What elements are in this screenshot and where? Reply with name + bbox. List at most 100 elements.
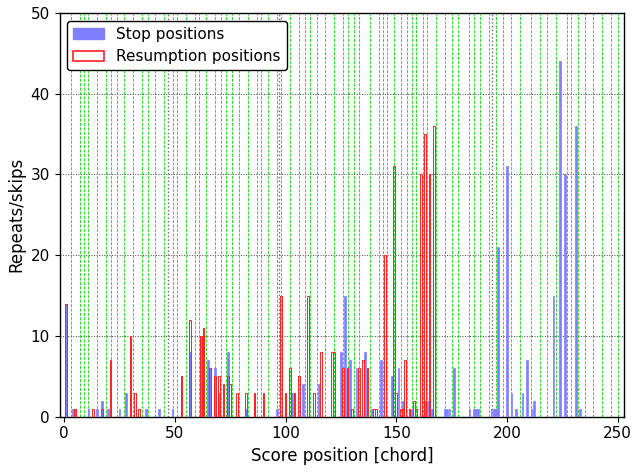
Bar <box>74 409 76 417</box>
Bar <box>100 401 102 417</box>
Bar <box>109 360 111 417</box>
Bar <box>385 255 386 417</box>
Bar <box>129 336 131 417</box>
Bar <box>420 175 422 417</box>
Bar <box>429 175 431 417</box>
Bar <box>189 320 191 417</box>
Bar <box>468 409 470 417</box>
Bar <box>553 295 554 417</box>
Bar <box>444 409 446 417</box>
Bar <box>218 393 220 417</box>
Bar <box>244 393 246 417</box>
Bar <box>531 409 532 417</box>
Bar <box>209 368 211 417</box>
Bar <box>397 368 399 417</box>
Bar <box>559 61 561 417</box>
Bar <box>318 385 319 417</box>
Bar <box>253 393 255 417</box>
Bar <box>223 385 225 417</box>
Bar <box>400 409 402 417</box>
Bar <box>207 360 209 417</box>
Bar <box>189 352 191 417</box>
Bar <box>88 409 89 417</box>
Bar <box>433 126 435 417</box>
Bar <box>138 409 140 417</box>
Bar <box>364 352 366 417</box>
Bar <box>276 409 278 417</box>
Bar <box>413 401 415 417</box>
Bar <box>473 409 475 417</box>
Bar <box>92 409 93 417</box>
Bar <box>506 167 508 417</box>
Bar <box>227 352 229 417</box>
Bar <box>575 126 577 417</box>
Bar <box>218 376 220 417</box>
Bar <box>493 409 495 417</box>
Bar <box>515 409 516 417</box>
Bar <box>415 409 417 417</box>
Bar <box>491 409 492 417</box>
Bar <box>129 393 131 417</box>
Bar <box>376 409 377 417</box>
Bar <box>145 409 147 417</box>
Bar <box>320 352 322 417</box>
Bar <box>200 336 202 417</box>
Bar <box>314 393 316 417</box>
Bar <box>209 368 211 417</box>
Bar <box>393 167 395 417</box>
Bar <box>409 409 410 417</box>
Bar <box>203 328 204 417</box>
Bar <box>475 409 477 417</box>
Bar <box>344 295 346 417</box>
Bar <box>391 376 393 417</box>
Bar <box>118 409 120 417</box>
Bar <box>402 401 404 417</box>
Bar <box>262 393 264 417</box>
Bar <box>340 352 342 417</box>
Bar <box>180 376 182 417</box>
Bar <box>244 409 246 417</box>
Bar <box>477 409 479 417</box>
Bar <box>158 409 160 417</box>
Bar <box>200 336 202 417</box>
Bar <box>134 393 136 417</box>
Bar <box>214 376 216 417</box>
Legend: Stop positions, Resumption positions: Stop positions, Resumption positions <box>67 21 287 70</box>
Bar <box>97 409 98 417</box>
Bar <box>291 393 293 417</box>
Bar <box>347 368 348 417</box>
Bar <box>74 409 76 417</box>
Bar <box>497 247 499 417</box>
Bar <box>564 175 566 417</box>
Bar <box>262 409 264 417</box>
Bar <box>351 409 353 417</box>
Bar <box>429 401 431 417</box>
Bar <box>307 295 308 417</box>
Bar <box>253 393 255 417</box>
Bar <box>108 409 109 417</box>
Bar <box>358 368 360 417</box>
Bar <box>172 409 173 417</box>
Bar <box>411 409 413 417</box>
Bar <box>431 409 433 417</box>
Bar <box>522 393 524 417</box>
X-axis label: Score position [chord]: Score position [chord] <box>251 447 433 465</box>
Bar <box>333 352 335 417</box>
Bar <box>302 385 304 417</box>
Bar <box>331 352 333 417</box>
Bar <box>229 385 231 417</box>
Bar <box>373 409 375 417</box>
Bar <box>342 368 344 417</box>
Bar <box>380 360 381 417</box>
Bar <box>511 393 513 417</box>
Bar <box>532 401 534 417</box>
Bar <box>285 401 287 417</box>
Bar <box>446 409 448 417</box>
Bar <box>404 360 406 417</box>
Bar <box>356 368 357 417</box>
Bar <box>396 393 397 417</box>
Bar <box>424 134 426 417</box>
Bar <box>294 393 295 417</box>
Bar <box>285 393 287 417</box>
Bar <box>236 393 237 417</box>
